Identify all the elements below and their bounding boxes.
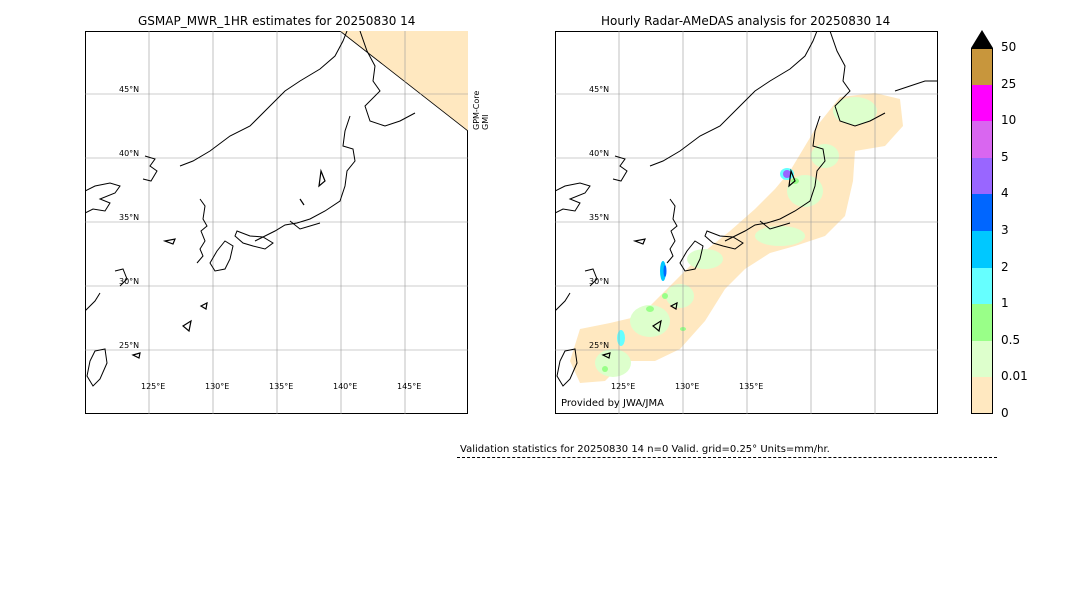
colorbar-tick-label: 0 [1001, 406, 1009, 420]
colorbar-segment [971, 231, 993, 268]
colorbar-tick-label: 0.5 [1001, 332, 1021, 347]
left-lat-label-45: 45°N [119, 85, 140, 94]
left-map-panel: 45°N 40°N 35°N 30°N 25°N 125°E 130°E 135… [85, 31, 468, 414]
colorbar-segment [971, 267, 993, 305]
left-lon-label-130: 130°E [205, 382, 230, 391]
right-coastlines [555, 31, 938, 387]
right-lat-label-45: 45°N [589, 85, 610, 94]
satellite-label: GPM-Core GMI [472, 91, 490, 130]
right-map-title: Hourly Radar-AMeDAS analysis for 2025083… [601, 14, 891, 28]
left-grid [85, 31, 468, 414]
validation-statistics: Validation statistics for 20250830 14 n=… [460, 444, 830, 455]
left-islands [131, 168, 326, 359]
left-lat-label-35: 35°N [119, 213, 140, 222]
left-coastlines [85, 31, 416, 387]
colorbar-segment [971, 48, 993, 85]
right-lon-label-130: 130°E [675, 382, 700, 391]
colorbar-tick-label: 10 [1001, 113, 1017, 128]
left-lat-label-30: 30°N [119, 277, 140, 286]
colorbar-tick-label: 2 [1001, 259, 1009, 274]
colorbar [971, 48, 993, 414]
provider-credit: Provided by JWA/JMA [561, 398, 664, 409]
colorbar-tick-label: 25 [1001, 76, 1017, 91]
satellite-label-line1: GPM-Core [472, 90, 481, 130]
right-grid [555, 31, 938, 414]
colorbar-segment [971, 157, 993, 195]
right-map-panel: 45°N 40°N 35°N 30°N 25°N 125°E 130°E 135… [555, 31, 938, 414]
left-lon-label-140: 140°E [333, 382, 358, 391]
left-lat-label-40: 40°N [119, 149, 140, 158]
right-lat-label-35: 35°N [589, 213, 610, 222]
colorbar-tick-label: 5 [1001, 149, 1009, 164]
colorbar-segment [971, 377, 993, 414]
right-lat-label-40: 40°N [589, 149, 610, 158]
right-lat-label-30: 30°N [589, 277, 610, 286]
colorbar-tick-label: 3 [1001, 223, 1009, 237]
left-lat-label-25: 25°N [119, 341, 140, 350]
right-lat-label-25: 25°N [589, 341, 610, 350]
colorbar-segment [971, 340, 993, 378]
satellite-label-line2: GMI [481, 114, 490, 130]
left-lon-label-135: 135°E [269, 382, 294, 391]
right-map-canvas [555, 31, 938, 414]
colorbar-tick-label: 4 [1001, 186, 1009, 201]
colorbar-tick-label: 1 [1001, 296, 1009, 311]
colorbar-segment [971, 194, 993, 231]
left-map-canvas [85, 31, 468, 414]
right-lon-label-125: 125°E [611, 382, 636, 391]
left-lon-label-125: 125°E [141, 382, 166, 391]
validation-dashed-line [457, 457, 997, 458]
colorbar-segment [971, 84, 993, 122]
colorbar-segment [971, 304, 993, 341]
right-islands [601, 168, 796, 359]
left-map-title: GSMAP_MWR_1HR estimates for 20250830 14 [138, 14, 416, 28]
left-lon-label-145: 145°E [397, 382, 422, 391]
right-lon-label-135: 135°E [739, 382, 764, 391]
colorbar-extend-arrow [971, 30, 993, 48]
colorbar-tick-label: 50 [1001, 40, 1017, 54]
colorbar-segment [971, 121, 993, 158]
colorbar-tick-label: 0.01 [1001, 369, 1028, 384]
